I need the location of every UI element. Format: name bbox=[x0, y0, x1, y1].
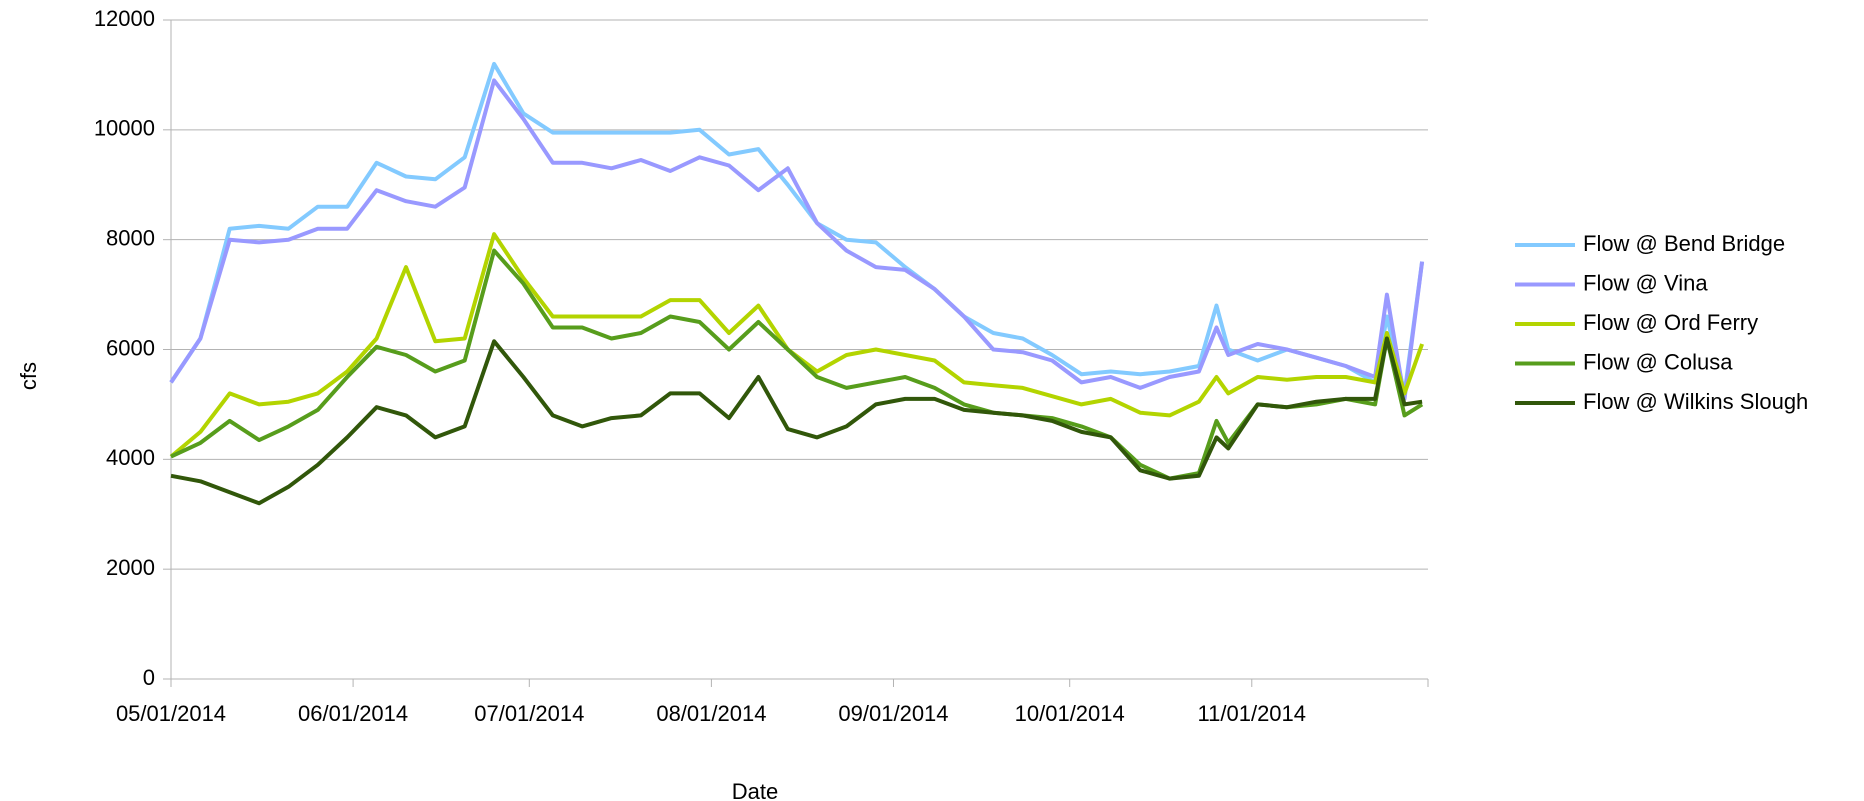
x-tick-label: 10/01/2014 bbox=[1015, 701, 1125, 726]
y-tick-label: 4000 bbox=[106, 445, 155, 470]
x-tick-label: 08/01/2014 bbox=[656, 701, 766, 726]
x-tick-label: 06/01/2014 bbox=[298, 701, 408, 726]
y-tick-label: 0 bbox=[143, 665, 155, 690]
y-tick-label: 10000 bbox=[94, 116, 155, 141]
legend-label: Flow @ Wilkins Slough bbox=[1583, 389, 1808, 414]
legend-label: Flow @ Vina bbox=[1583, 270, 1708, 295]
series-line bbox=[169, 61, 1425, 396]
legend-label: Flow @ Colusa bbox=[1583, 349, 1733, 374]
x-axis-label: Date bbox=[732, 779, 778, 801]
y-axis-label: cfs bbox=[16, 362, 41, 390]
legend-label: Flow @ Bend Bridge bbox=[1583, 231, 1785, 256]
series-line bbox=[170, 336, 1423, 506]
y-tick-label: 12000 bbox=[94, 6, 155, 31]
series-line bbox=[169, 232, 1424, 459]
x-tick-label: 11/01/2014 bbox=[1198, 701, 1306, 726]
y-tick-label: 2000 bbox=[106, 555, 155, 580]
series-line bbox=[170, 248, 1424, 481]
series-line bbox=[169, 78, 1425, 401]
x-tick-label: 07/01/2014 bbox=[474, 701, 584, 726]
x-tick-label: 05/01/2014 bbox=[116, 701, 226, 726]
y-tick-label: 8000 bbox=[106, 225, 155, 250]
x-tick-label: 09/01/2014 bbox=[838, 701, 948, 726]
y-tick-label: 6000 bbox=[106, 335, 155, 360]
legend-label: Flow @ Ord Ferry bbox=[1583, 310, 1758, 335]
